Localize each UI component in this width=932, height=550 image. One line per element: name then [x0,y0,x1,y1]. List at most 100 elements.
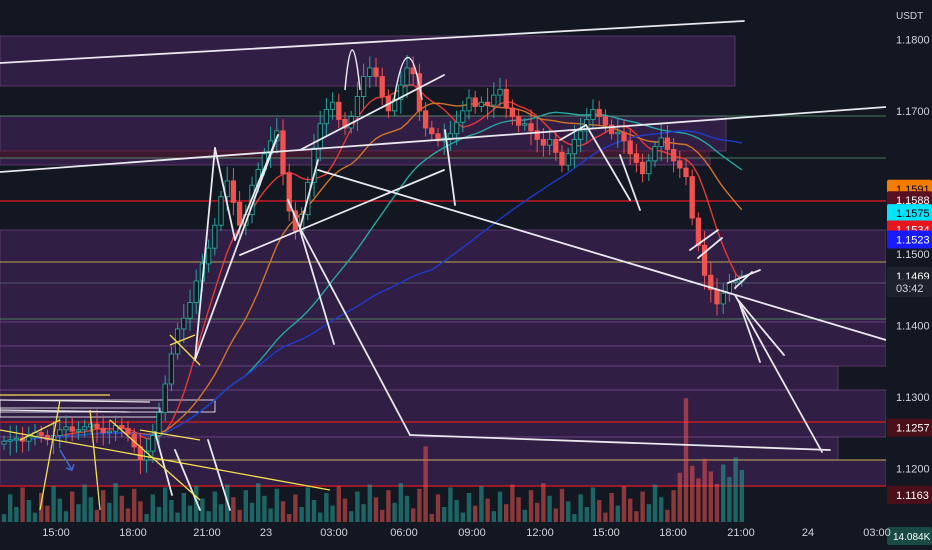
volume-bar [305,487,310,522]
volume-bar [324,493,329,522]
trendline [287,199,301,229]
candle-body [515,116,522,126]
candle-body [621,131,627,142]
zone-box [0,389,887,438]
price-badge [887,485,932,504]
x-tick-label: 03:00 [320,527,348,539]
volume-bar [57,498,62,522]
candle-body [156,412,162,436]
volume-bar [404,495,410,522]
volume-bar [237,509,242,522]
candle-body [168,353,175,385]
price-badge-label: 03:42 [896,283,924,295]
candle-body [162,383,168,414]
volume-bar [541,483,546,522]
price-badge-label: 1.1257 [896,423,930,435]
time-axis-background [0,522,886,550]
volume-bar [547,495,552,522]
candle-body [571,138,578,155]
trendline [727,269,761,284]
candle-body [143,450,150,461]
volume-bar [200,498,205,522]
price-badge-label: 1.1575 [896,208,930,220]
trendline [174,449,201,511]
volume-bar [584,507,589,522]
volume-bar [386,490,391,522]
volume-bar [349,511,354,522]
candle-body [720,292,726,305]
volume-bar [51,486,56,522]
trendline [585,124,631,201]
volume-bar [733,457,738,522]
candle-body [435,133,441,142]
volume-bar [113,483,118,522]
candle-body [379,76,385,97]
volume-bar [274,488,279,522]
candle-body [559,151,565,166]
currency-label: USDT [896,11,923,22]
volume-bar [528,490,534,522]
candle-body [230,180,237,203]
x-tick-label: 15:00 [592,527,620,539]
y-tick-label: 1.1700 [896,106,930,118]
candle-body [608,124,615,135]
volume-bar [683,398,689,522]
volume-bar [367,484,372,522]
candle-body [546,138,553,146]
price-badge-label: 1.1523 [896,235,930,247]
volume-bar [262,495,267,522]
candle-body [683,167,689,178]
volume-bar [280,501,286,522]
zone-box [0,459,887,487]
fib-line [0,429,331,491]
candle-body [577,130,584,140]
candle-body [131,433,137,448]
y-tick-label: 1.1800 [896,34,930,46]
candle-body [460,110,466,123]
candle-body [484,101,491,106]
volume-bar [361,504,366,522]
arc-drawing [344,49,361,91]
volume-bar [504,504,509,522]
price-badge [887,418,932,437]
fib-line [39,399,61,511]
candle-body [329,101,336,110]
candle-body [212,224,218,249]
trendline [299,227,411,436]
candle-body [714,289,720,305]
volume-bar [20,487,25,522]
volume-bar [460,512,465,522]
candle-body [224,180,230,198]
candle-body [193,280,199,303]
volume-bar [690,465,695,522]
x-tick-label: 23 [260,527,272,539]
fib-line [139,429,201,441]
trendline [619,154,641,211]
price-badge [887,230,932,249]
trendline [0,106,887,173]
trendline [0,399,151,403]
candle-body [670,148,677,162]
x-tick-label: 21:00 [727,527,755,539]
candle-body [708,274,714,291]
volume-bar [429,514,434,522]
price-badge [887,204,932,223]
volume-bar [330,505,335,522]
x-tick-label: 09:00 [458,527,486,539]
volume-bar [119,495,124,522]
candle-body [726,282,733,294]
volume-bar [597,500,602,522]
volume-bar [150,494,155,522]
zone-box [0,365,839,391]
candle-body [534,130,540,140]
volume-bar [101,490,106,522]
candle-body [57,429,63,436]
volume-bar [206,511,211,522]
volume-bar [522,509,527,522]
candle-body [615,131,621,135]
volume-bar [94,509,100,522]
volume-bar [231,497,236,522]
candle-body [565,153,571,166]
fib-line [169,334,201,366]
